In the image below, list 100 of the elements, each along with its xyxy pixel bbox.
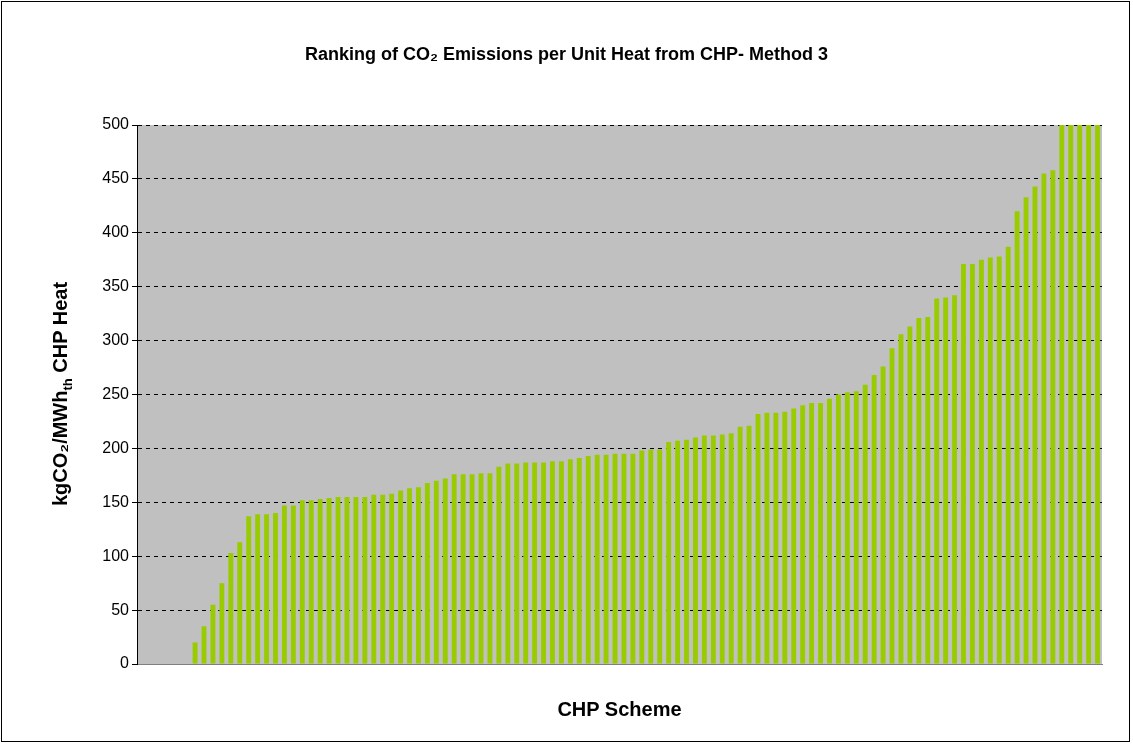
bar xyxy=(684,439,689,664)
bar xyxy=(273,513,278,664)
bar xyxy=(746,425,752,664)
bar xyxy=(264,514,270,664)
bar xyxy=(710,435,716,664)
bar xyxy=(1077,125,1083,664)
bar xyxy=(630,453,636,664)
bar xyxy=(523,462,529,664)
bar xyxy=(460,474,466,664)
bar xyxy=(219,583,225,664)
bar xyxy=(862,384,868,664)
bar xyxy=(585,455,591,664)
bar xyxy=(407,488,412,664)
bar xyxy=(1023,197,1029,664)
y-tick-label: 50 xyxy=(111,600,130,618)
bar xyxy=(290,505,296,664)
bar xyxy=(532,462,538,664)
bar xyxy=(648,449,654,664)
bar xyxy=(371,494,377,664)
bar xyxy=(943,297,949,664)
bar xyxy=(210,604,216,664)
bar xyxy=(550,461,555,664)
bar xyxy=(844,392,850,664)
bar xyxy=(818,403,823,664)
bar xyxy=(719,434,725,664)
bar xyxy=(433,480,439,664)
bar xyxy=(987,257,993,664)
bar xyxy=(228,552,234,664)
bar xyxy=(791,408,797,664)
bar xyxy=(978,259,984,664)
bar xyxy=(514,463,520,664)
bar xyxy=(567,459,573,664)
bar xyxy=(1095,125,1100,664)
y-tick-label: 350 xyxy=(102,277,130,295)
bar xyxy=(1014,211,1020,664)
bar xyxy=(737,426,743,664)
bar xyxy=(281,505,287,664)
bar xyxy=(764,412,770,664)
bar xyxy=(353,496,359,664)
bar xyxy=(925,316,931,664)
bar xyxy=(380,494,386,664)
y-tick-label: 150 xyxy=(102,492,130,510)
bar xyxy=(782,411,788,664)
y-tick-label: 100 xyxy=(102,546,130,564)
bar xyxy=(675,440,681,664)
y-tick-label: 500 xyxy=(102,115,130,133)
bar xyxy=(907,326,913,664)
x-axis-title: CHP Scheme xyxy=(556,698,683,721)
bar xyxy=(541,462,547,664)
bar xyxy=(934,298,940,664)
y-tick-label: 250 xyxy=(102,384,130,402)
bar xyxy=(880,366,886,664)
bar xyxy=(505,463,511,664)
y-tick-label: 200 xyxy=(102,438,130,456)
bar xyxy=(1086,125,1092,664)
bar xyxy=(558,461,564,664)
bar xyxy=(255,514,261,664)
bar xyxy=(496,466,502,664)
bar xyxy=(594,454,600,664)
bar xyxy=(389,493,395,664)
bar xyxy=(317,499,323,664)
bar xyxy=(773,412,779,664)
chart-title: Ranking of CO₂ Emissions per Unit Heat from CHP- Method 3 xyxy=(303,44,829,65)
bar xyxy=(809,403,815,664)
bar xyxy=(961,264,966,664)
bar xyxy=(576,458,582,664)
bar xyxy=(246,516,252,664)
bar xyxy=(657,449,663,664)
bar xyxy=(451,474,457,664)
bar xyxy=(398,490,404,664)
bar xyxy=(666,441,672,664)
bar xyxy=(1059,125,1065,664)
bar xyxy=(871,375,877,664)
bar xyxy=(299,500,305,664)
bar xyxy=(827,398,832,664)
bar xyxy=(442,478,448,664)
bar xyxy=(308,500,314,664)
bar xyxy=(1005,246,1011,664)
bar xyxy=(952,295,958,664)
bar xyxy=(416,487,421,664)
bar xyxy=(469,474,475,664)
bar xyxy=(835,394,841,664)
y-tick-label: 450 xyxy=(102,169,130,187)
bar xyxy=(916,317,922,664)
bar xyxy=(603,454,609,664)
bar xyxy=(424,482,430,664)
bar xyxy=(692,437,698,664)
bar xyxy=(1050,170,1056,664)
bar xyxy=(237,542,243,664)
y-tick-label: 0 xyxy=(120,654,130,672)
bar xyxy=(639,450,645,664)
bar xyxy=(1068,125,1074,664)
bar xyxy=(701,435,707,664)
bar xyxy=(192,642,198,664)
bar xyxy=(1041,173,1047,664)
bar xyxy=(853,391,859,664)
bar xyxy=(728,433,734,664)
bar xyxy=(969,264,975,664)
bar xyxy=(326,497,332,664)
bar xyxy=(800,405,806,664)
